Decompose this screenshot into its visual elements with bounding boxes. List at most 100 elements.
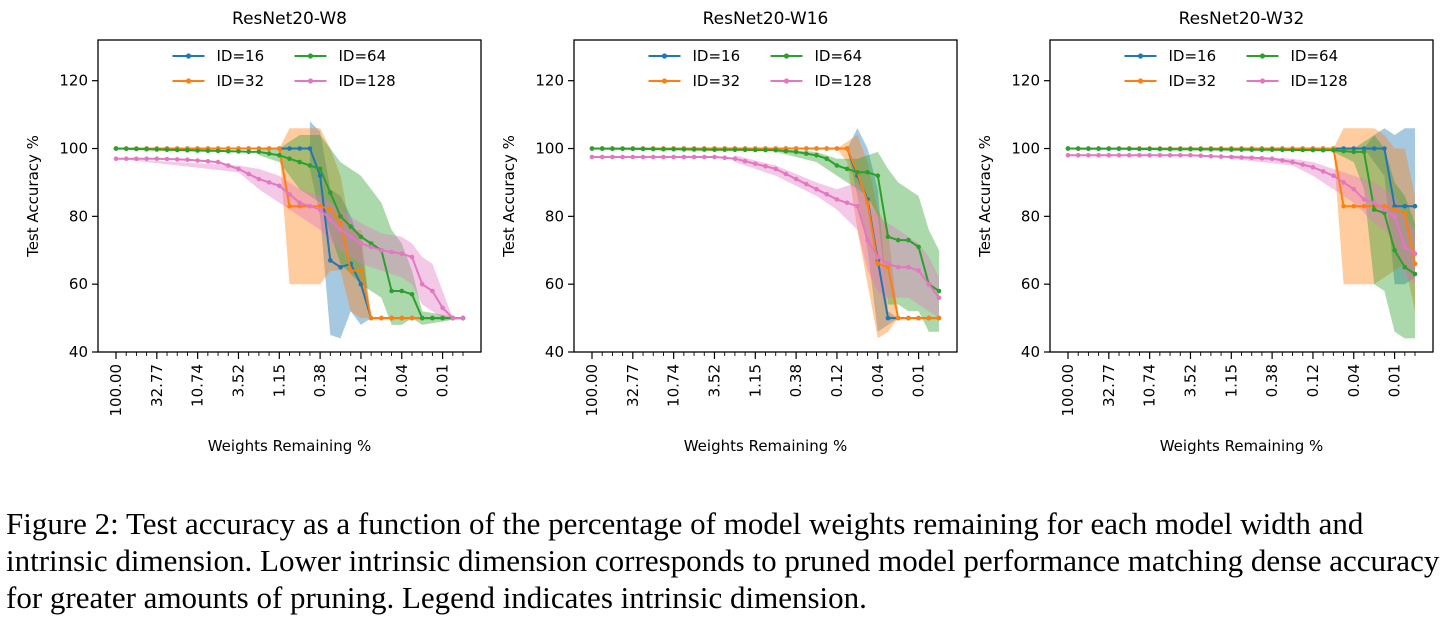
point-id-128-13 (1198, 153, 1203, 158)
point-id-64-31 (906, 237, 911, 243)
point-id-128-18 (1249, 155, 1254, 161)
point-id-128-9 (1157, 153, 1163, 158)
legend-marker-id-16 (1137, 53, 1144, 59)
point-id-64-2 (610, 146, 615, 151)
y-axis-label: Test Accuracy % (500, 135, 518, 258)
point-id-128-30 (1371, 200, 1377, 206)
point-id-128-1 (599, 154, 605, 160)
point-id-128-8 (1147, 153, 1152, 158)
point-id-64-13 (246, 149, 251, 154)
point-id-128-34 (1412, 251, 1418, 256)
point-id-16-31 (1382, 146, 1387, 151)
legend-marker-id-64 (307, 53, 314, 59)
legend-label-id-64: ID=64 (815, 47, 863, 65)
point-id-64-24 (834, 163, 840, 168)
point-id-128-3 (144, 156, 149, 161)
point-id-64-10 (215, 148, 221, 154)
y-tick-label: 80 (545, 207, 564, 225)
point-id-16-33 (1402, 203, 1408, 209)
point-id-64-1 (1075, 146, 1081, 151)
point-id-64-25 (368, 241, 374, 246)
point-id-128-20 (317, 207, 323, 212)
point-id-64-13 (722, 147, 727, 152)
legend-marker-id-32 (1137, 78, 1144, 84)
point-id-128-9 (205, 159, 211, 164)
point-id-64-11 (702, 147, 707, 152)
point-id-128-23 (1300, 162, 1305, 167)
point-id-64-15 (742, 147, 748, 153)
point-id-64-8 (1147, 146, 1152, 152)
band-id-32 (1333, 128, 1415, 312)
point-id-16-18 (297, 146, 303, 151)
point-id-128-29 (409, 254, 415, 260)
legend-marker-id-32 (661, 78, 668, 84)
legend-marker-id-64 (783, 53, 790, 59)
point-id-64-14 (732, 147, 738, 153)
point-id-128-2 (610, 154, 615, 160)
x-tick-label: 10.74 (189, 364, 207, 407)
x-tick-label: 0.38 (787, 364, 805, 397)
point-id-64-4 (154, 147, 160, 152)
y-tick-label: 120 (535, 72, 564, 90)
point-id-128-28 (875, 254, 881, 260)
band-id-64 (258, 135, 463, 325)
y-tick-label: 40 (545, 343, 564, 361)
x-tick-label: 0.12 (1304, 364, 1322, 397)
point-id-16-21 (328, 258, 333, 263)
point-id-128-6 (1126, 153, 1132, 158)
point-id-64-30 (895, 237, 901, 243)
point-id-64-7 (1137, 146, 1142, 152)
point-id-64-26 (1331, 147, 1336, 153)
point-id-32-29 (885, 264, 891, 270)
point-id-64-3 (144, 146, 149, 152)
point-id-64-19 (783, 148, 789, 154)
point-id-32-34 (1412, 261, 1418, 267)
point-id-128-31 (906, 264, 911, 270)
point-id-128-21 (1280, 158, 1285, 163)
band-id-64 (775, 148, 939, 332)
point-id-128-24 (1310, 164, 1316, 170)
point-id-128-11 (1178, 153, 1183, 158)
point-id-64-26 (855, 170, 860, 175)
point-id-64-29 (885, 234, 891, 239)
point-id-128-6 (650, 154, 656, 160)
band-id-128 (116, 158, 463, 319)
point-id-64-2 (1086, 146, 1091, 151)
point-id-128-34 (936, 295, 942, 301)
legend-label-id-64: ID=64 (1291, 47, 1339, 65)
point-id-64-18 (1249, 147, 1254, 152)
point-id-32-27 (389, 315, 394, 321)
point-id-128-33 (926, 281, 932, 287)
point-id-128-24 (358, 241, 364, 246)
point-id-128-17 (763, 164, 768, 169)
point-id-64-34 (936, 288, 942, 294)
x-tick-label: 0.12 (828, 364, 846, 397)
point-id-128-23 (348, 234, 354, 239)
point-id-128-21 (328, 217, 333, 222)
chart-panel-2: 40 60 80 100 120 100.00 32.77 10.74 3.52 1.15 0.38… (500, 9, 958, 455)
point-id-64-3 (1096, 146, 1101, 151)
y-axis-label: Test Accuracy % (976, 135, 994, 258)
x-tick-label: 1.15 (270, 364, 288, 397)
point-id-64-27 (1341, 148, 1346, 154)
point-id-64-8 (671, 147, 676, 152)
point-id-64-4 (1106, 146, 1112, 152)
point-id-128-32 (440, 305, 445, 311)
x-tick-label: 0.04 (869, 364, 887, 397)
point-id-128-30 (419, 281, 425, 287)
point-id-64-21 (328, 190, 333, 195)
point-id-128-7 (1137, 153, 1142, 158)
point-id-64-30 (1371, 207, 1377, 212)
y-tick-label: 100 (535, 140, 564, 158)
point-id-64-17 (1239, 147, 1244, 152)
point-id-128-22 (1290, 159, 1295, 165)
x-tick-label: 0.01 (910, 364, 928, 397)
point-id-64-25 (1320, 147, 1326, 153)
chart-title: ResNet20-W8 (232, 9, 347, 29)
point-id-32-32 (916, 315, 921, 321)
point-id-32-20 (793, 146, 799, 151)
point-id-64-21 (804, 151, 809, 156)
point-id-128-5 (1116, 153, 1122, 158)
point-id-128-5 (164, 156, 170, 162)
point-id-128-22 (814, 186, 819, 192)
